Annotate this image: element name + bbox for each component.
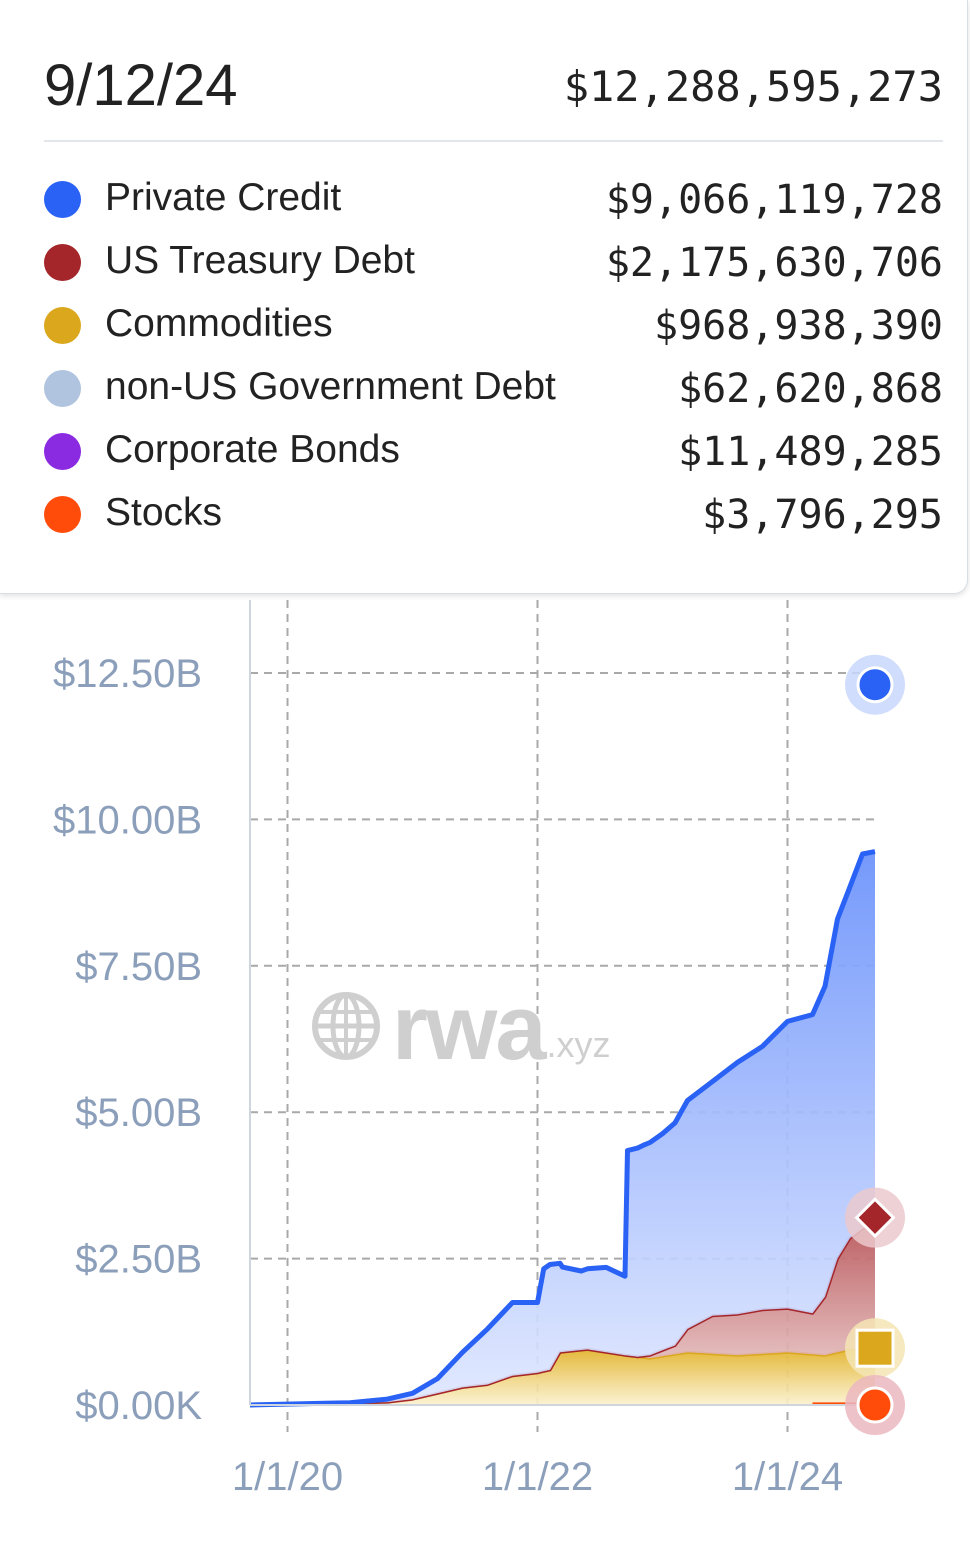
- y-tick-label: $7.50B: [75, 945, 202, 989]
- watermark: rwa .xyz: [310, 977, 611, 1079]
- tooltip-row-us-treasury-debt: US Treasury Debt $2,175,630,706: [0, 231, 967, 294]
- tooltip-row-non-us-government-debt: non-US Government Debt $62,620,868: [0, 357, 967, 420]
- tooltip-value: $9,066,119,728: [605, 177, 943, 223]
- legend-dot-icon: [44, 181, 81, 218]
- chart-end-markers: [845, 654, 905, 1435]
- legend-dot-icon: [44, 307, 81, 344]
- y-tick-label: $10.00B: [53, 798, 202, 842]
- tooltip-value: $3,796,295: [702, 492, 943, 538]
- chart-axes: $0.00K $2.50B $5.00B $7.50B $10.00B $12.50B 1/…: [53, 600, 880, 1499]
- tooltip-label: Stocks: [105, 491, 223, 534]
- tooltip-value: $2,175,630,706: [605, 240, 943, 286]
- area-commodities: [250, 1348, 875, 1405]
- x-tick-label: 1/1/24: [732, 1455, 843, 1499]
- tooltip-label: US Treasury Debt: [105, 239, 415, 282]
- y-tick-label: $0.00K: [75, 1384, 202, 1428]
- tooltip-label: non-US Government Debt: [105, 365, 556, 408]
- tooltip-value: $11,489,285: [678, 429, 943, 475]
- watermark-text: rwa: [392, 977, 547, 1079]
- tooltip-rows: Private Credit $9,066,119,728 US Treasur…: [0, 168, 967, 546]
- tooltip-date: 9/12/24: [44, 53, 238, 118]
- tooltip-label: Corporate Bonds: [105, 428, 400, 471]
- area-private-credit: [250, 851, 875, 1405]
- chart-tooltip: 9/12/24 $12,288,595,273 Private Credit $…: [0, 0, 968, 594]
- y-tick-label: $12.50B: [53, 652, 202, 696]
- tooltip-divider: [44, 140, 943, 142]
- legend-dot-icon: [44, 370, 81, 407]
- y-tick-label: $5.00B: [75, 1091, 202, 1135]
- legend-dot-icon: [44, 244, 81, 281]
- tooltip-value: $62,620,868: [678, 366, 943, 412]
- tooltip-value: $968,938,390: [654, 303, 943, 349]
- x-tick-label: 1/1/22: [482, 1455, 593, 1499]
- tooltip-row-corporate-bonds: Corporate Bonds $11,489,285: [0, 420, 967, 483]
- tooltip-label: Commodities: [105, 302, 333, 345]
- chart-areas: [249, 849, 876, 1408]
- end-marker-square: [855, 1328, 895, 1368]
- tooltip-row-private-credit: Private Credit $9,066,119,728: [0, 168, 967, 231]
- legend-dot-icon: [44, 496, 81, 533]
- y-tick-label: $2.50B: [75, 1238, 202, 1282]
- tooltip-row-commodities: Commodities $968,938,390: [0, 294, 967, 357]
- globe-icon: [312, 992, 380, 1060]
- end-marker-diamond: [854, 1197, 896, 1239]
- tooltip-label: Private Credit: [105, 176, 342, 219]
- x-tick-label: 1/1/20: [232, 1455, 343, 1499]
- end-marker-circle: [856, 666, 894, 704]
- tooltip-row-stocks: Stocks $3,796,295: [0, 483, 967, 546]
- line-private-credit: [249, 849, 876, 1408]
- tooltip-total: $12,288,595,273: [563, 62, 943, 111]
- watermark-suffix: .xyz: [546, 1024, 611, 1065]
- legend-dot-icon: [44, 433, 81, 470]
- end-marker-circle: [856, 1386, 894, 1424]
